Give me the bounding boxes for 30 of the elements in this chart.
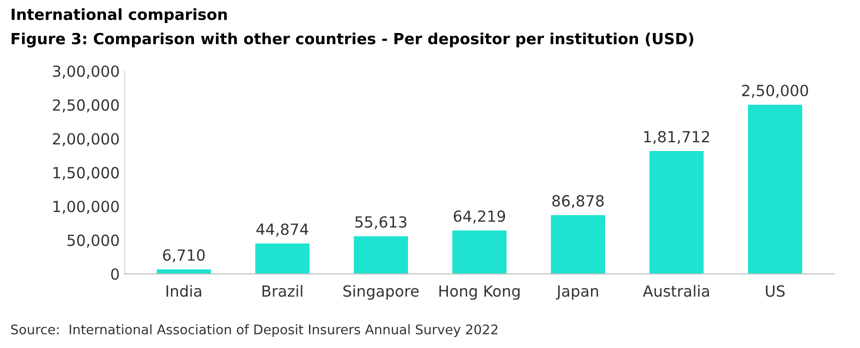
bar [649,150,704,274]
data-label: 6,710 [163,249,205,262]
x-tick-label: Brazil [262,284,302,297]
data-label: 1,81,712 [644,130,710,144]
data-label: 44,874 [256,223,308,237]
y-tick-label: 0 [111,268,119,280]
y-tick-label: 1,50,000 [53,166,119,180]
bar [550,215,606,274]
bar [354,236,408,274]
bar [255,244,310,274]
bar [452,230,507,274]
x-tick-label: Australia [642,284,709,297]
source-note: Source: International Association of Deposit Insurers Annual Survey 2022 [11,324,498,337]
x-tick-label: US [766,285,785,297]
y-tick-label: 1,00,000 [53,200,119,214]
chart-subtitle: Figure 3: Comparison with other countries - Per depositor per institution (USD) [12,32,694,48]
data-label: 86,878 [552,195,604,208]
x-tick-label: Singapore [343,284,419,300]
bar [748,104,802,274]
y-tick-label: 3,00,000 [52,65,119,79]
data-label: 64,219 [454,210,506,224]
y-tick-label: 2,50,000 [52,99,119,112]
x-tick-label: Japan [556,285,598,300]
x-tick-label: Hong Kong [439,285,520,300]
data-label: 2,50,000 [742,84,808,98]
data-label: 55,613 [355,216,406,230]
y-tick-label: 2,00,000 [52,133,119,146]
chart-title: International comparison [12,8,227,24]
x-tick-label: India [166,284,202,297]
y-tick-label: 50,000 [68,234,119,248]
